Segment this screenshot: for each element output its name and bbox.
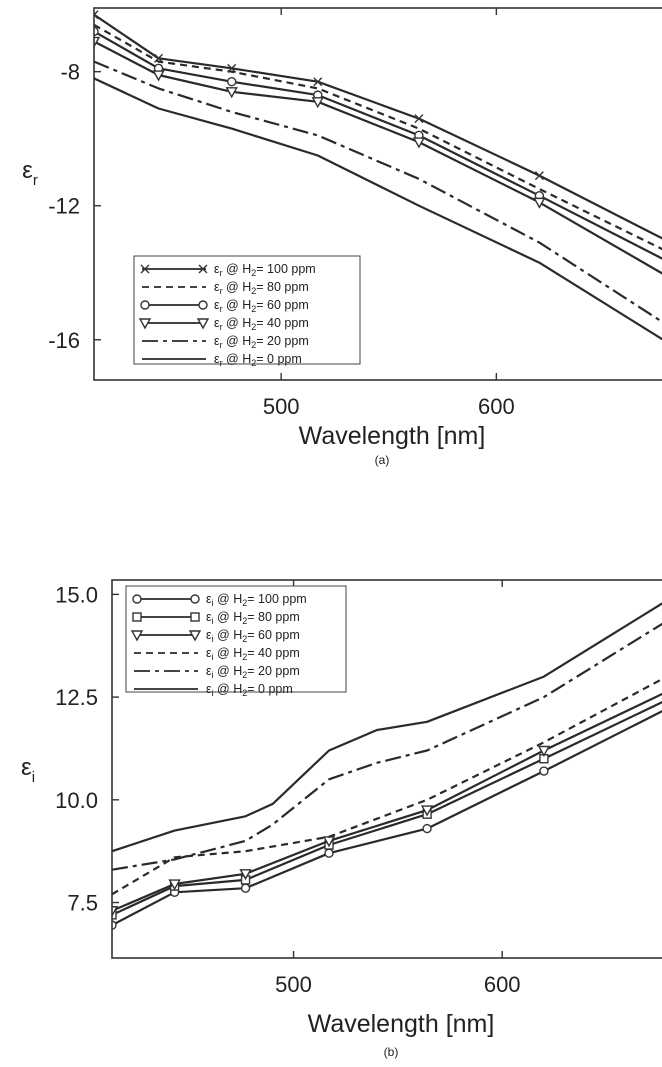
series-line-3 [112, 677, 662, 896]
y-axis-label: εr [22, 157, 38, 189]
data-point-2-2 [239, 869, 252, 881]
legend-marker-0-a [140, 264, 150, 274]
legend-marker-3-b [196, 318, 210, 330]
y-tick-label-2: 12.5 [55, 685, 98, 710]
series-line-5 [94, 77, 662, 341]
data-point-0-0 [112, 920, 117, 930]
data-point-0-4 [422, 823, 432, 834]
x-tick-label-0: 500 [275, 972, 312, 997]
legend-label-0: εr @ H2= 100 ppm [214, 262, 316, 278]
data-point-0-2 [240, 883, 251, 893]
data-point-3-4 [412, 137, 426, 149]
data-point-3-3 [311, 97, 324, 109]
data-point-0-3 [324, 848, 334, 858]
legend-marker-3-a [138, 318, 152, 330]
legend-box [125, 585, 347, 693]
data-point-2-0 [112, 906, 119, 918]
legend-marker-2-b [198, 300, 208, 310]
legend-marker-2-a [140, 300, 150, 310]
series-line-3 [94, 40, 662, 275]
data-point-0-3 [313, 77, 323, 87]
legend-label-5: εi @ H2= 0 ppm [206, 682, 293, 698]
data-point-3-0 [94, 36, 101, 48]
x-axis-label: Wavelength [nm] [299, 422, 486, 450]
legend-marker-2-b [188, 630, 202, 642]
panel-label: (b) [384, 1045, 399, 1059]
data-point-0-0 [94, 10, 99, 20]
x-tick-label-0: 500 [263, 394, 300, 419]
y-tick-label-2: -16 [48, 328, 80, 353]
legend-marker-0-b [190, 594, 200, 604]
y-tick-label-3: 15.0 [55, 582, 98, 607]
y-tick-label-0: 7.5 [67, 891, 98, 916]
data-point-3-1 [152, 70, 165, 82]
legend-label-0: εi @ H2= 100 ppm [206, 592, 307, 608]
plot-frame [111, 579, 662, 959]
legend-marker-2-a [130, 630, 144, 642]
legend-label-4: εr @ H2= 20 ppm [214, 334, 309, 350]
data-point-2-5 [537, 745, 551, 757]
series-group [112, 602, 662, 930]
y-tick-label-0: -8 [60, 60, 80, 85]
data-point-2-4 [420, 805, 434, 817]
legend-box [133, 255, 361, 365]
legend-label-3: εr @ H2= 40 ppm [214, 316, 309, 332]
series-line-5 [112, 602, 662, 853]
panel-label: (a) [375, 453, 390, 467]
data-point-0-5 [534, 171, 544, 181]
y-tick-label-1: 10.0 [55, 788, 98, 813]
legend-label-2: εi @ H2= 60 ppm [206, 628, 300, 644]
x-tick-label-1: 600 [484, 972, 521, 997]
data-point-0-4 [414, 114, 424, 124]
legend: εi @ H2= 100 ppm εi @ H2= 80 ppm εi @ H2= … [125, 585, 347, 698]
series-line-4 [94, 60, 662, 324]
legend-marker-0-a [132, 594, 142, 604]
chart-panel-b: 500 600 7.5 10.0 12.5 15.0 Wavelength [nm] εi (b… [21, 579, 662, 1059]
plot-frame [93, 7, 662, 381]
data-point-2-0 [94, 26, 99, 37]
chart-panel-a: 500 600 -8 -12 -16 Wavelength [nm] εr (a) εr @ H… [22, 7, 662, 467]
data-point-2-1 [168, 879, 181, 891]
legend-label-3: εi @ H2= 40 ppm [206, 646, 300, 662]
legend: εr @ H2= 100 ppm εr @ H2= 80 ppm εr @ H2= … [133, 255, 361, 368]
data-point-3-5 [533, 197, 546, 209]
legend-marker-1-a [132, 612, 142, 622]
x-axis-label: Wavelength [nm] [308, 1010, 495, 1038]
series-group [94, 10, 662, 341]
series-line-2 [112, 692, 662, 912]
legend-marker-0-b [198, 264, 208, 274]
x-tick-label-1: 600 [478, 394, 515, 419]
legend-label-1: εr @ H2= 80 ppm [214, 280, 309, 296]
legend-label-4: εi @ H2= 20 ppm [206, 664, 300, 680]
series-line-0 [112, 710, 662, 927]
data-point-3-2 [225, 87, 238, 99]
legend-marker-1-b [190, 612, 200, 622]
legend-label-2: εr @ H2= 60 ppm [214, 298, 309, 314]
data-point-1-0 [112, 910, 117, 920]
y-tick-label-1: -12 [48, 194, 80, 219]
data-point-2-2 [227, 77, 237, 87]
legend-label-5: εr @ H2= 0 ppm [214, 352, 302, 368]
y-axis-label: εi [21, 754, 35, 786]
series-line-4 [112, 622, 662, 871]
series-line-0 [94, 13, 662, 240]
data-point-0-5 [539, 766, 549, 776]
legend-label-1: εi @ H2= 80 ppm [206, 610, 300, 626]
series-line-2 [94, 30, 662, 260]
series-line-1 [94, 23, 662, 251]
